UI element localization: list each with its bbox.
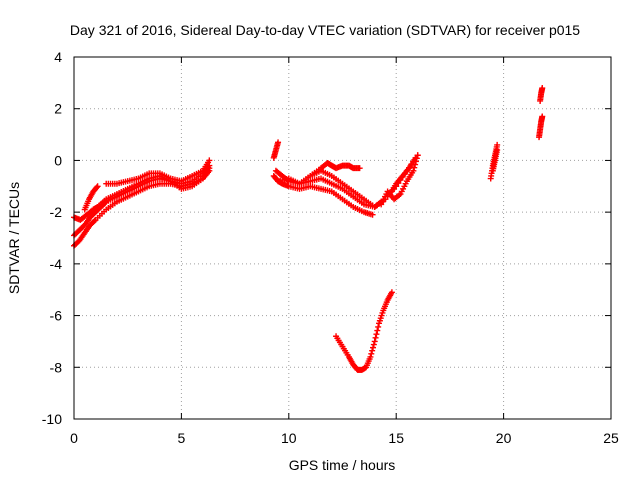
plot-frame	[73, 56, 612, 420]
y-tick-label: 4	[54, 49, 62, 65]
y-tick-label: -6	[50, 308, 63, 324]
y-axis-tick-labels: -10 -8 -6 -4 -2 0 2 4	[42, 49, 62, 427]
data-point-marker	[370, 341, 377, 348]
data-series	[270, 139, 282, 161]
data-series	[71, 162, 213, 239]
x-axis-label: GPS time / hours	[289, 457, 396, 473]
y-tick-label: -2	[50, 204, 63, 220]
x-tick-label: 5	[178, 430, 186, 446]
data-point-marker	[367, 353, 374, 360]
data-point-marker	[396, 192, 403, 199]
data-point-marker	[412, 154, 419, 161]
data-series	[537, 85, 546, 104]
y-tick-label: 0	[54, 152, 62, 168]
data-point-marker	[368, 350, 375, 357]
data-point-marker	[494, 141, 501, 148]
data-series	[81, 183, 101, 213]
data-series	[378, 152, 421, 208]
chart-title: Day 321 of 2016, Sidereal Day-to-day VTE…	[70, 22, 580, 38]
data-point-marker	[94, 183, 101, 190]
data-point-marker	[275, 139, 282, 146]
data-point-marker	[369, 347, 376, 354]
data-point-marker	[411, 164, 418, 171]
data-point-marker	[206, 165, 213, 172]
data-point-marker	[539, 85, 546, 92]
data-point-marker	[356, 165, 363, 172]
data-point-marker	[375, 323, 382, 330]
y-axis-label: SDTVAR / TECUs	[6, 182, 22, 294]
axis-ticks	[73, 56, 612, 420]
data-series	[333, 289, 395, 373]
y-tick-label: -4	[50, 256, 63, 272]
grid-lines	[74, 57, 611, 419]
data-point-marker	[373, 331, 380, 338]
data-point-marker	[93, 184, 100, 191]
data-series	[307, 160, 363, 179]
y-tick-label: -10	[42, 411, 62, 427]
data-point-marker	[494, 147, 501, 154]
data-point-marker	[206, 157, 213, 164]
data-point-marker	[371, 338, 378, 345]
data-point-marker	[284, 177, 291, 184]
data-point-marker	[91, 217, 98, 224]
y-tick-label: 2	[54, 101, 62, 117]
data-series	[536, 113, 546, 141]
data-point-marker	[370, 344, 377, 351]
data-point-marker	[410, 167, 417, 174]
data-point-marker	[539, 113, 546, 120]
data-point-marker	[374, 327, 381, 334]
data-point-marker	[388, 289, 395, 296]
data-point-marker	[369, 211, 376, 218]
data-series	[386, 154, 419, 198]
x-tick-label: 25	[603, 430, 619, 446]
x-tick-label: 15	[388, 430, 404, 446]
data-series	[103, 157, 213, 187]
x-tick-label: 20	[496, 430, 512, 446]
x-tick-label: 10	[281, 430, 297, 446]
y-tick-label: -8	[50, 359, 63, 375]
x-axis-tick-labels: 0 5 10 15 20 25	[70, 430, 619, 446]
data-points	[71, 85, 546, 373]
x-tick-label: 0	[70, 430, 78, 446]
data-point-marker	[372, 334, 379, 341]
data-series	[489, 147, 501, 174]
